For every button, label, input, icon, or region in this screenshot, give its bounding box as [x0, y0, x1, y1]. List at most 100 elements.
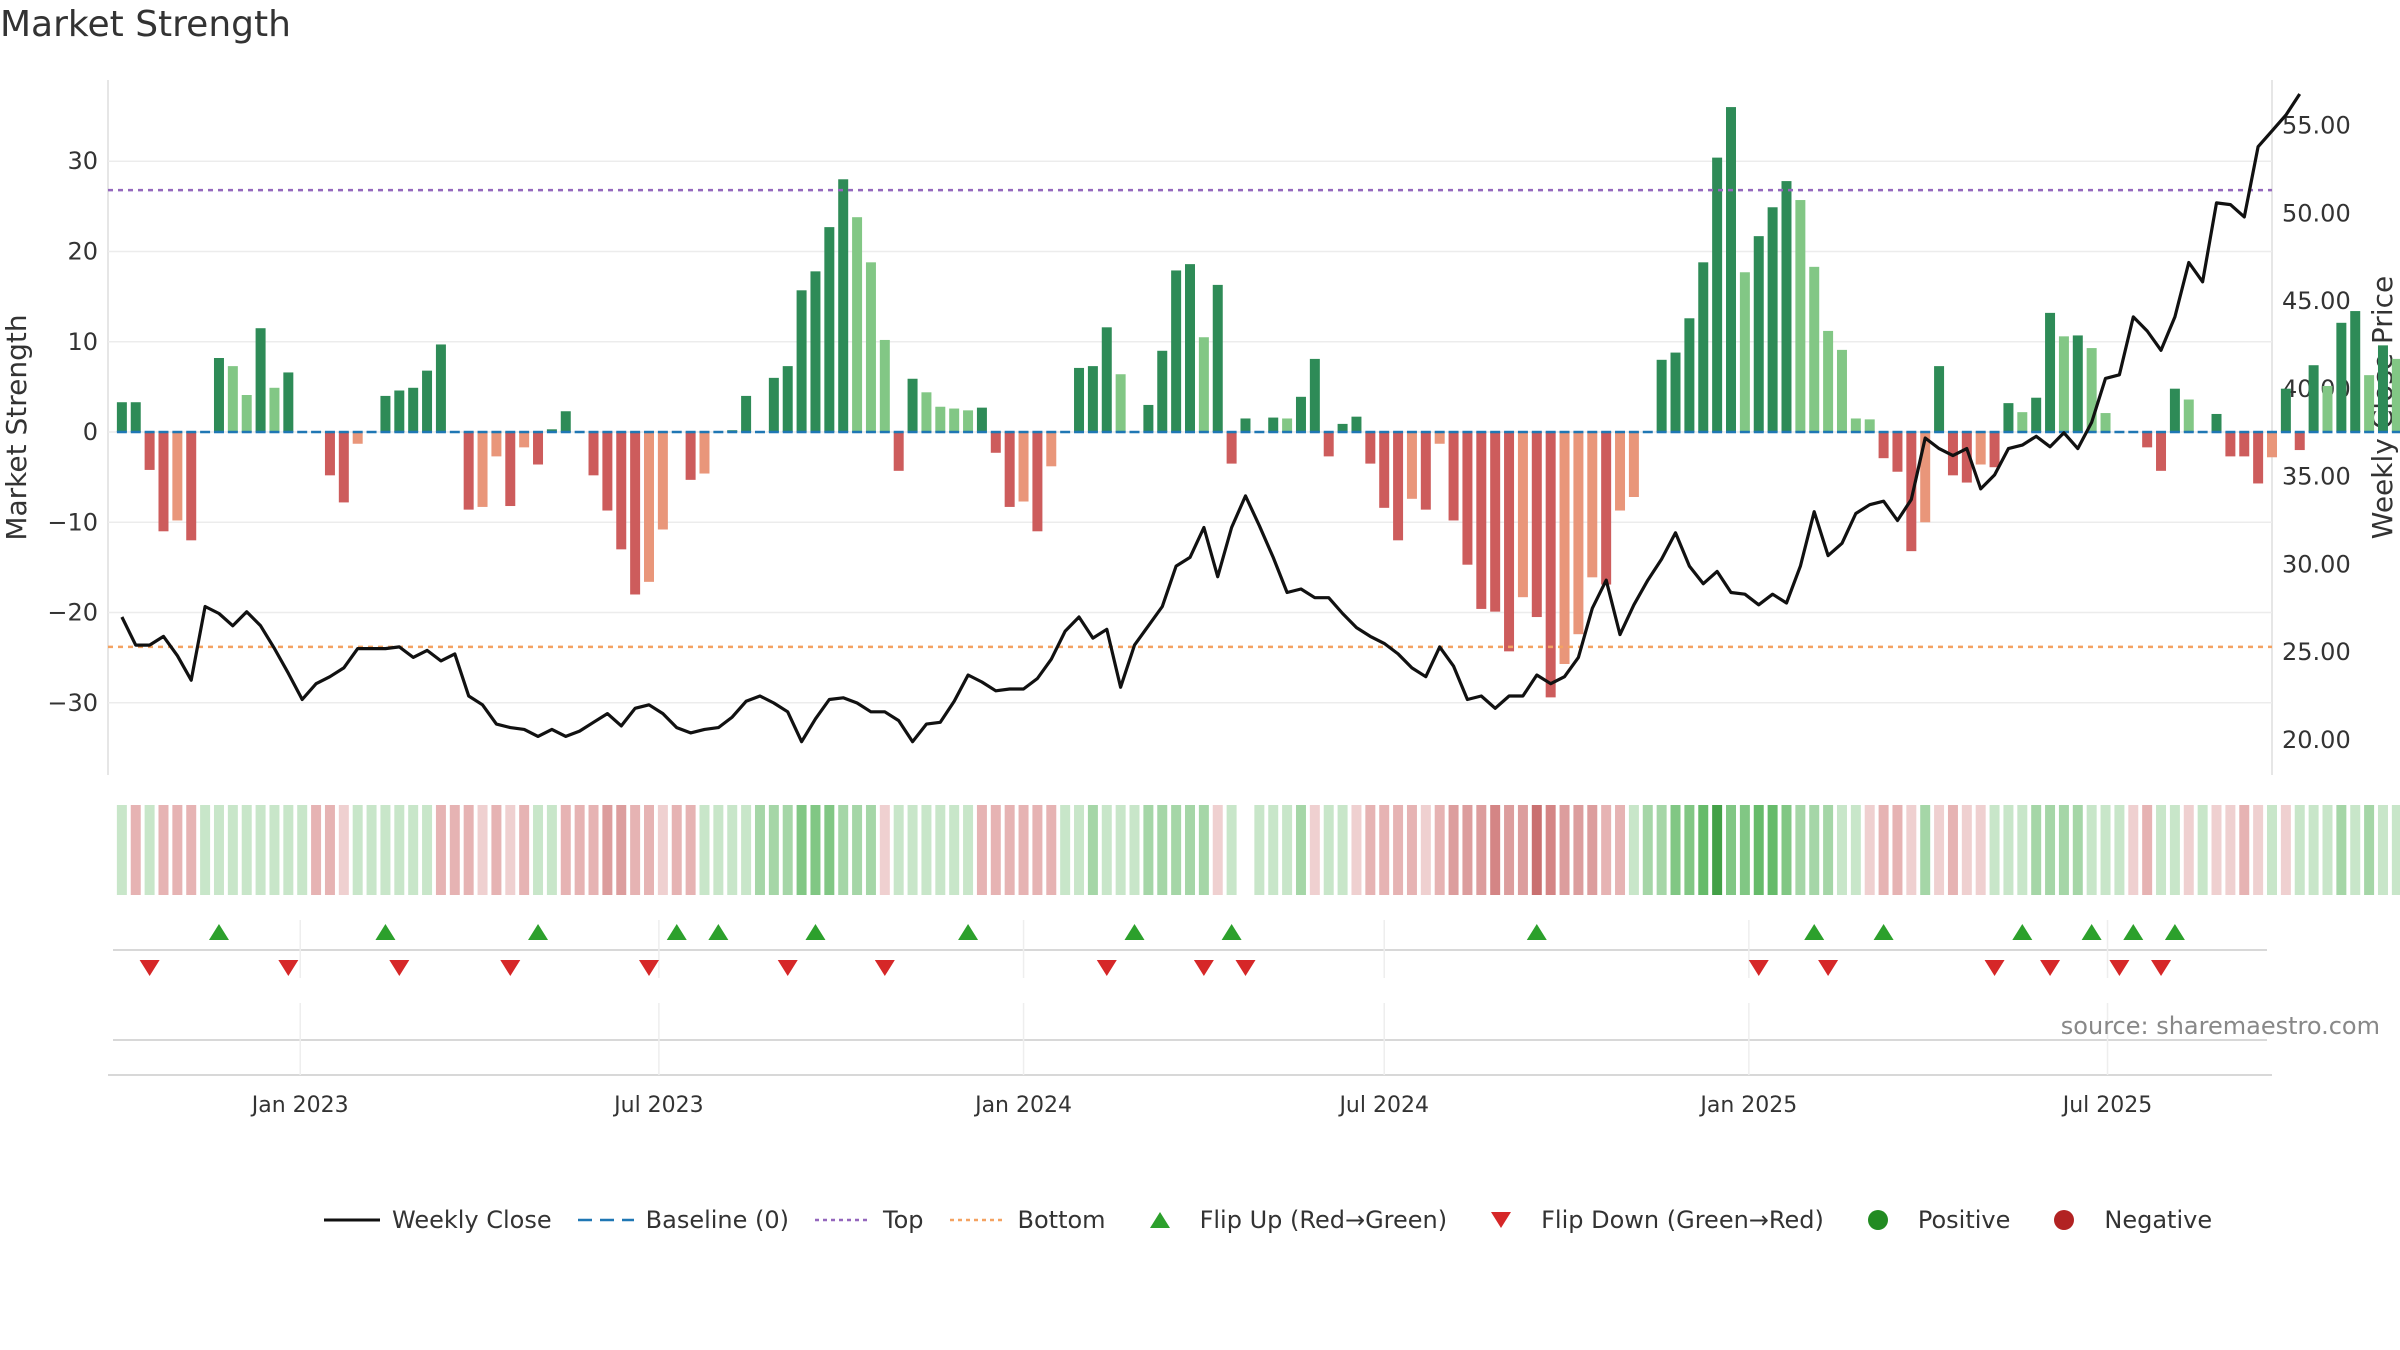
heat-cell — [782, 805, 793, 895]
heat-cell — [297, 805, 308, 895]
strength-bar — [1753, 236, 1764, 433]
chart-legend: Weekly Close Baseline (0) Top Bottom Flip Up… — [320, 1205, 2234, 1235]
heat-cell — [1781, 805, 1792, 895]
flip-up-marker — [1873, 924, 1894, 940]
heat-cell — [976, 805, 987, 895]
strength-bar — [463, 432, 474, 510]
x-tick-label: Jul 2024 — [1337, 1093, 1429, 1118]
strength-bar — [1947, 432, 1958, 476]
flip-down-marker — [874, 960, 895, 976]
heat-cell — [963, 805, 974, 895]
strength-bar — [2003, 403, 2014, 433]
strength-bar — [1074, 367, 1085, 433]
heat-cell — [144, 805, 155, 895]
strength-bar — [1365, 432, 1376, 464]
x-tick-label: Jan 2024 — [973, 1093, 1072, 1118]
strength-bar — [782, 366, 793, 433]
heat-cell — [1420, 805, 1431, 895]
strength-bar — [1393, 432, 1404, 541]
strength-bar — [796, 290, 807, 433]
heat-cell — [741, 805, 752, 895]
x-tick-label: Jan 2025 — [1698, 1093, 1797, 1118]
heat-cell — [2308, 805, 2319, 895]
heat-cell — [1101, 805, 1112, 895]
heat-cell — [1171, 805, 1182, 895]
flip-down-marker — [2040, 960, 2061, 976]
heat-cell — [1615, 805, 1626, 895]
heat-cell — [2169, 805, 2180, 895]
strength-bar — [1656, 359, 1667, 433]
strength-bar — [921, 392, 932, 433]
heat-cell — [505, 805, 516, 895]
strength-bar — [602, 432, 613, 511]
heat-cell — [588, 805, 599, 895]
heat-cell — [380, 805, 391, 895]
strength-bar — [2322, 385, 2333, 433]
flip-up-marker — [375, 924, 396, 940]
strength-bar — [1462, 432, 1473, 565]
strength-bar — [477, 432, 488, 507]
strength-bar — [1490, 432, 1501, 612]
strength-bar — [1212, 284, 1223, 433]
heat-cell — [213, 805, 224, 895]
heat-cell — [1975, 805, 1986, 895]
heat-cell — [1434, 805, 1445, 895]
strength-bar — [2183, 399, 2194, 433]
heat-cell — [1864, 805, 1875, 895]
flip-up-marker — [2081, 924, 2102, 940]
heat-cell — [768, 805, 779, 895]
strength-bar — [2058, 336, 2069, 433]
strength-bar — [1143, 404, 1154, 433]
flip-down-marker — [389, 960, 410, 976]
legend-label: Baseline (0) — [645, 1206, 790, 1234]
heat-cell — [2322, 805, 2333, 895]
strength-bar — [1420, 432, 1431, 510]
strength-bar — [1517, 432, 1528, 598]
strength-bar — [1698, 262, 1709, 433]
heat-cell — [1490, 805, 1501, 895]
legend-swatch — [2054, 1210, 2075, 1230]
heat-cell — [2211, 805, 2222, 895]
strength-bar — [130, 402, 141, 433]
strength-bar — [338, 432, 349, 503]
strength-bar — [1989, 432, 2000, 468]
strength-bar — [269, 387, 280, 433]
y-tick-label: −20 — [47, 599, 98, 627]
heat-cell — [1934, 805, 1945, 895]
heat-cell — [2225, 805, 2236, 895]
heat-cell — [2058, 805, 2069, 895]
strength-bar — [1615, 432, 1626, 511]
strength-bar — [1906, 432, 1917, 552]
heat-cell — [713, 805, 724, 895]
heat-cell — [546, 805, 557, 895]
heat-cell — [630, 805, 641, 895]
flip-up-marker — [2164, 924, 2185, 940]
heat-cell — [2100, 805, 2111, 895]
x-tick-label: Jul 2023 — [612, 1093, 704, 1118]
heat-cell — [1393, 805, 1404, 895]
strength-bar — [2267, 432, 2277, 458]
y2-tick-label: 30.00 — [2282, 550, 2351, 578]
strength-bar — [241, 395, 252, 433]
heat-cell — [1185, 805, 1195, 895]
legend-label: Bottom — [1017, 1206, 1106, 1234]
heat-cell — [1406, 805, 1417, 895]
heat-cell — [2239, 805, 2250, 895]
heat-cell — [1920, 805, 1931, 895]
heat-cell — [449, 805, 460, 895]
strength-bar — [172, 432, 183, 521]
strength-bar — [380, 395, 391, 433]
strength-bar — [1504, 432, 1515, 652]
heat-cell — [1753, 805, 1764, 895]
strength-bar — [255, 328, 266, 433]
heat-cell — [1351, 805, 1362, 895]
strength-bar — [1628, 432, 1639, 497]
heat-cell — [1795, 805, 1806, 895]
legend-label: Positive — [1917, 1206, 2011, 1234]
legend-swatch — [1149, 1212, 1170, 1228]
heat-cell — [1254, 805, 1265, 895]
legend-item: Weekly Close — [320, 1205, 552, 1235]
strength-bar — [2211, 413, 2222, 433]
heat-cell — [754, 805, 765, 895]
y2-tick-label: 25.00 — [2282, 638, 2351, 666]
